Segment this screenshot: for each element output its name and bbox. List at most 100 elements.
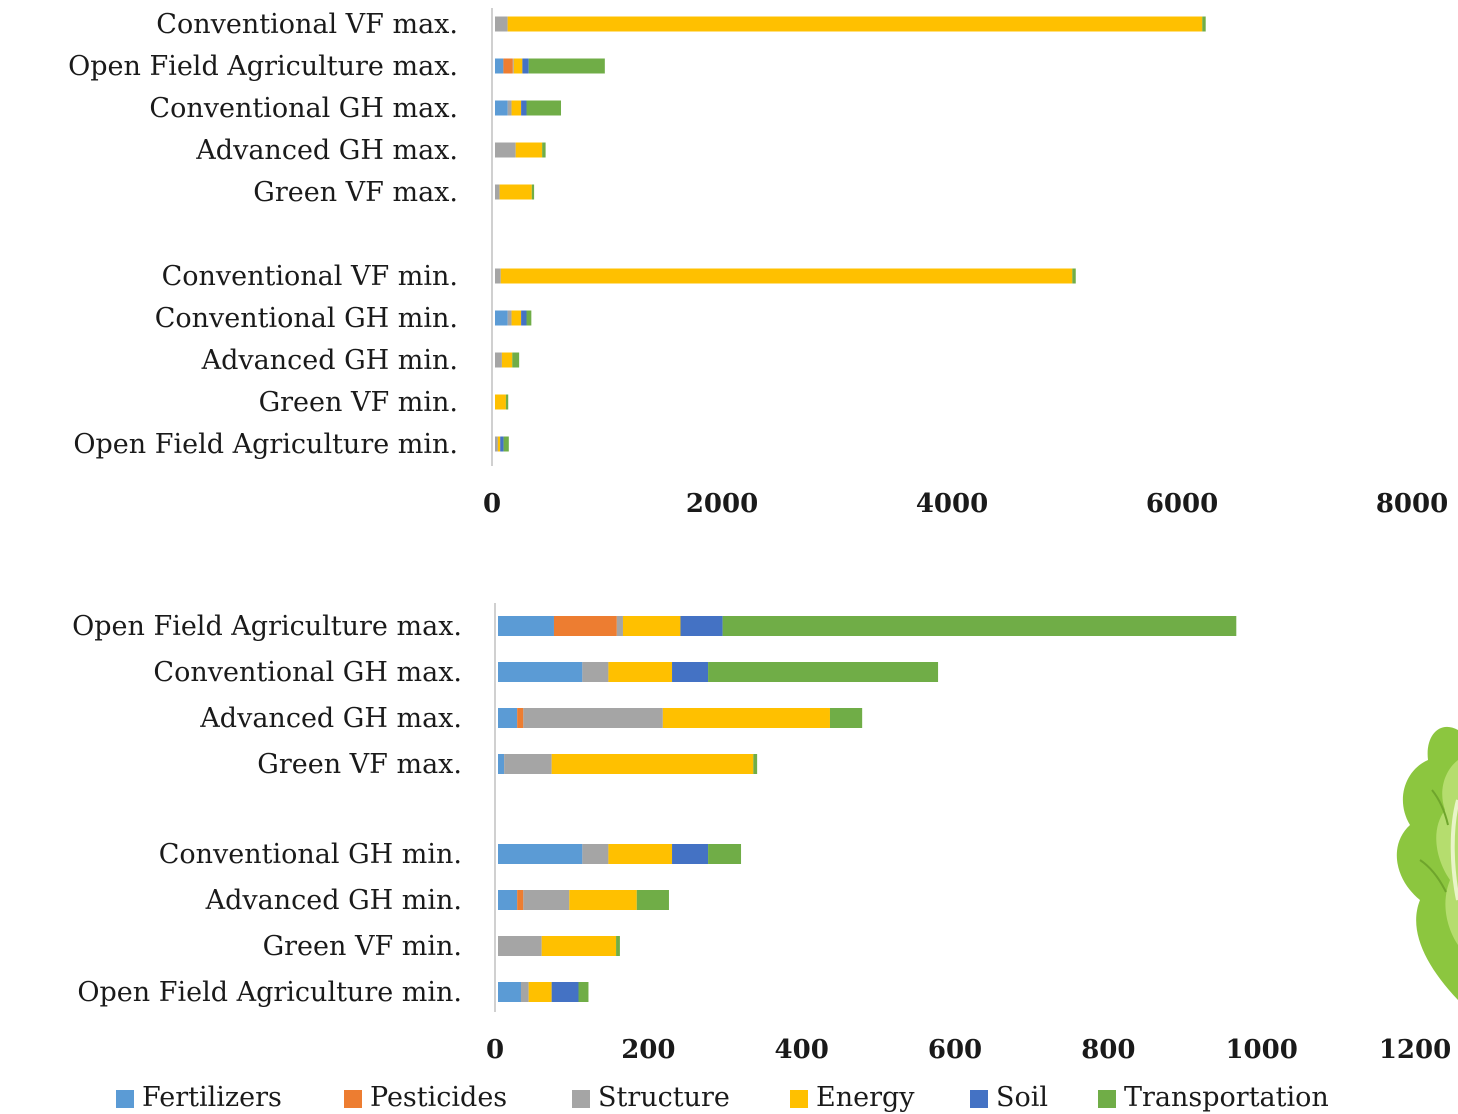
bar-energy-green-vf-min <box>495 394 506 410</box>
bar-energy-conventional-gh-min <box>511 310 522 326</box>
bar-fertilizers-conventional-gh-min <box>498 844 583 864</box>
bar-fertilizers-conventional-gh-max <box>498 662 583 682</box>
bar-structure-conventional-vf-min <box>495 268 501 284</box>
bar-structure-conventional-vf-max <box>495 16 508 32</box>
category-label: Advanced GH max. <box>195 135 458 166</box>
category-label: Green VF min. <box>259 387 458 418</box>
bar-soil-open-field-agriculture-max <box>680 616 723 636</box>
category-label: Conventional VF min. <box>162 261 458 292</box>
bar-soil-open-field-agriculture-min <box>500 436 504 452</box>
bar-fertilizers-advanced-gh-max <box>498 708 518 728</box>
x-tick-label: 400 <box>775 1035 829 1065</box>
legend-swatch-fertilizers <box>116 1090 134 1108</box>
bar-energy-open-field-agriculture-max <box>622 616 681 636</box>
bar-transportation-conventional-vf-max <box>1202 16 1206 32</box>
bar-transportation-green-vf-max <box>753 754 758 774</box>
category-label: Green VF max. <box>257 749 462 780</box>
bar-fertilizers-open-field-agriculture-max <box>495 58 504 74</box>
bar-transportation-green-vf-min <box>616 936 620 956</box>
bar-soil-conventional-gh-max <box>521 100 527 116</box>
legend-swatch-transportation <box>1098 1090 1116 1108</box>
bar-transportation-advanced-gh-min <box>636 890 669 910</box>
bar-structure-green-vf-min <box>498 936 542 956</box>
bar-fertilizers-open-field-agriculture-min <box>498 982 521 1002</box>
legend-label-fertilizers: Fertilizers <box>142 1082 282 1113</box>
bar-transportation-conventional-gh-max <box>708 662 939 682</box>
x-tick-label: 1200 <box>1379 1035 1451 1065</box>
bar-structure-open-field-agriculture-max <box>616 616 623 636</box>
legend-label-transportation: Transportation <box>1124 1082 1329 1113</box>
category-label: Open Field Agriculture min. <box>77 977 462 1008</box>
category-label: Conventional GH min. <box>159 839 462 870</box>
bar-transportation-advanced-gh-min <box>512 352 520 368</box>
bar-soil-conventional-gh-max <box>672 662 709 682</box>
bar-structure-conventional-gh-max <box>582 662 609 682</box>
category-label: Conventional GH max. <box>153 657 462 688</box>
bar-transportation-open-field-agriculture-max <box>528 58 605 74</box>
bar-pesticides-open-field-agriculture-max <box>503 58 513 74</box>
bar-structure-conventional-gh-min <box>582 844 609 864</box>
bar-soil-open-field-agriculture-max <box>522 58 529 74</box>
category-label: Open Field Agriculture max. <box>68 51 458 82</box>
bar-transportation-advanced-gh-max <box>542 142 546 158</box>
legend-swatch-soil <box>970 1090 988 1108</box>
bar-transportation-green-vf-max <box>531 184 535 200</box>
legend-label-pesticides: Pesticides <box>370 1082 507 1113</box>
bar-energy-advanced-gh-min <box>501 352 513 368</box>
bar-transportation-conventional-gh-max <box>526 100 562 116</box>
bar-transportation-advanced-gh-max <box>829 708 863 728</box>
x-tick-label: 0 <box>483 489 501 519</box>
bar-transportation-green-vf-min <box>505 394 509 410</box>
bar-energy-green-vf-max <box>551 754 754 774</box>
bar-fertilizers-advanced-gh-min <box>498 890 518 910</box>
bar-energy-conventional-gh-min <box>608 844 673 864</box>
x-tick-label: 200 <box>621 1035 675 1065</box>
x-tick-label: 0 <box>486 1035 504 1065</box>
bar-energy-open-field-agriculture-max <box>513 58 523 74</box>
bar-transportation-conventional-gh-min <box>708 844 742 864</box>
legend-label-soil: Soil <box>996 1082 1048 1113</box>
bar-fertilizers-open-field-agriculture-max <box>498 616 554 636</box>
bar-soil-conventional-gh-min <box>521 310 527 326</box>
category-label: Green VF min. <box>263 931 462 962</box>
bar-structure-conventional-gh-max <box>507 100 512 116</box>
x-tick-label: 6000 <box>1146 489 1218 519</box>
bar-transportation-open-field-agriculture-min <box>503 436 509 452</box>
bar-structure-green-vf-max <box>495 184 500 200</box>
bar-fertilizers-conventional-gh-max <box>495 100 508 116</box>
x-tick-label: 1000 <box>1225 1035 1297 1065</box>
category-label: Advanced GH max. <box>199 703 462 734</box>
bar-energy-green-vf-max <box>499 184 532 200</box>
bar-energy-conventional-gh-max <box>511 100 522 116</box>
x-tick-label: 600 <box>928 1035 982 1065</box>
bottom-stacked-bar-chart: Open Field Agriculture max. Conventional … <box>72 603 1451 1065</box>
bar-structure-green-vf-max <box>504 754 552 774</box>
x-tick-label: 2000 <box>686 489 758 519</box>
bar-energy-green-vf-min <box>541 936 617 956</box>
category-label: Advanced GH min. <box>201 345 458 376</box>
bar-soil-conventional-gh-min <box>672 844 709 864</box>
bar-energy-conventional-gh-max <box>608 662 673 682</box>
legend-swatch-pesticides <box>344 1090 362 1108</box>
lettuce-image <box>1396 726 1458 1000</box>
bar-structure-advanced-gh-max <box>523 708 663 728</box>
bar-structure-conventional-gh-min <box>507 310 512 326</box>
bar-energy-open-field-agriculture-min <box>528 982 552 1002</box>
bar-energy-advanced-gh-max <box>515 142 543 158</box>
category-label: Conventional GH min. <box>155 303 458 334</box>
bar-structure-open-field-agriculture-min <box>521 982 529 1002</box>
legend-label-energy: Energy <box>816 1082 915 1113</box>
x-tick-label: 4000 <box>916 489 988 519</box>
bar-energy-conventional-vf-max <box>507 16 1203 32</box>
bar-structure-open-field-agriculture-min <box>495 436 498 452</box>
bar-energy-open-field-agriculture-min <box>497 436 501 452</box>
bar-energy-conventional-vf-min <box>500 268 1073 284</box>
bar-structure-open-field-agriculture-max <box>512 58 514 74</box>
legend-swatch-energy <box>790 1090 808 1108</box>
category-label: Conventional GH max. <box>149 93 458 124</box>
chart-legend: Fertilizers Pesticides Structure Energy Soil… <box>116 1082 1329 1113</box>
bar-transportation-conventional-gh-min <box>526 310 532 326</box>
bar-transportation-open-field-agriculture-min <box>578 982 589 1002</box>
category-label: Green VF max. <box>253 177 458 208</box>
bar-pesticides-advanced-gh-max <box>517 708 524 728</box>
